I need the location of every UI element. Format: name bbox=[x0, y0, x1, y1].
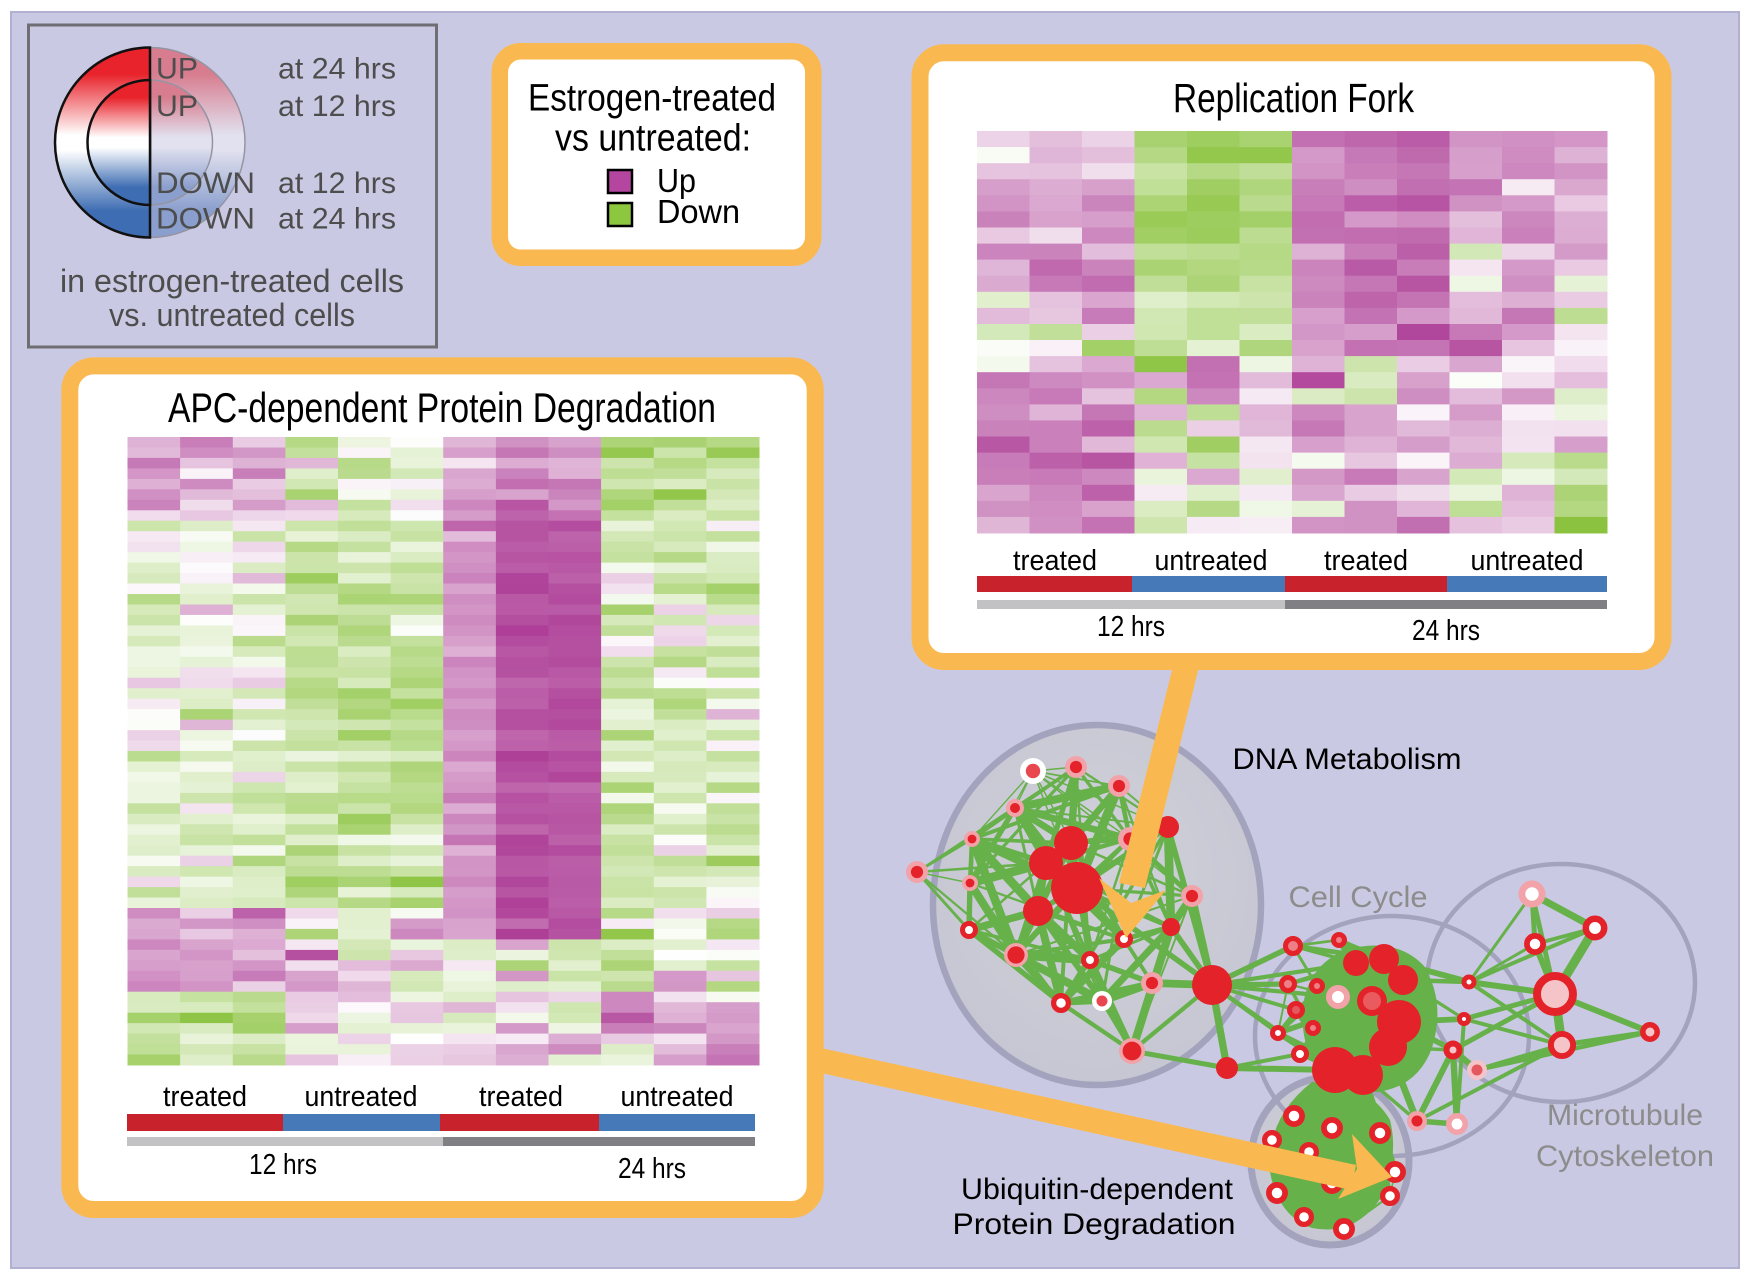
svg-text:APC-dependent Protein Degradat: APC-dependent Protein Degradation bbox=[168, 384, 716, 431]
svg-text:DNA Metabolism: DNA Metabolism bbox=[1233, 743, 1462, 776]
svg-text:Cytoskeleton: Cytoskeleton bbox=[1536, 1140, 1714, 1173]
svg-text:Microtubule: Microtubule bbox=[1547, 1099, 1703, 1132]
svg-text:at 24 hrs: at 24 hrs bbox=[278, 203, 396, 236]
svg-text:at 24 hrs: at 24 hrs bbox=[278, 53, 396, 86]
svg-text:treated: treated bbox=[1013, 545, 1097, 577]
svg-text:at 12 hrs: at 12 hrs bbox=[278, 167, 396, 200]
svg-text:Down: Down bbox=[657, 193, 740, 230]
svg-text:Cell Cycle: Cell Cycle bbox=[1289, 881, 1428, 914]
svg-text:DOWN: DOWN bbox=[156, 167, 255, 200]
svg-text:in estrogen-treated cells: in estrogen-treated cells bbox=[60, 263, 404, 299]
svg-text:vs. untreated cells: vs. untreated cells bbox=[109, 297, 355, 333]
svg-text:Replication Fork: Replication Fork bbox=[1173, 75, 1414, 121]
svg-text:24 hrs: 24 hrs bbox=[618, 1153, 686, 1185]
svg-text:24 hrs: 24 hrs bbox=[1412, 615, 1480, 647]
svg-text:untreated: untreated bbox=[305, 1081, 418, 1113]
svg-text:DOWN: DOWN bbox=[156, 203, 255, 236]
svg-text:untreated: untreated bbox=[1471, 545, 1584, 577]
svg-text:vs untreated:: vs untreated: bbox=[555, 118, 751, 160]
svg-text:UP: UP bbox=[156, 90, 198, 123]
svg-text:treated: treated bbox=[163, 1081, 247, 1113]
svg-text:treated: treated bbox=[1324, 545, 1408, 577]
svg-text:UP: UP bbox=[156, 53, 198, 86]
svg-text:Ubiquitin-dependent: Ubiquitin-dependent bbox=[961, 1173, 1234, 1206]
svg-text:untreated: untreated bbox=[621, 1081, 734, 1113]
svg-text:Protein Degradation: Protein Degradation bbox=[953, 1208, 1236, 1241]
svg-text:12 hrs: 12 hrs bbox=[249, 1149, 317, 1181]
svg-text:at 12 hrs: at 12 hrs bbox=[278, 90, 396, 123]
svg-text:Up: Up bbox=[657, 162, 696, 199]
svg-text:Estrogen-treated: Estrogen-treated bbox=[528, 78, 776, 120]
svg-text:12 hrs: 12 hrs bbox=[1097, 611, 1165, 643]
svg-text:treated: treated bbox=[479, 1081, 563, 1113]
svg-text:untreated: untreated bbox=[1155, 545, 1268, 577]
